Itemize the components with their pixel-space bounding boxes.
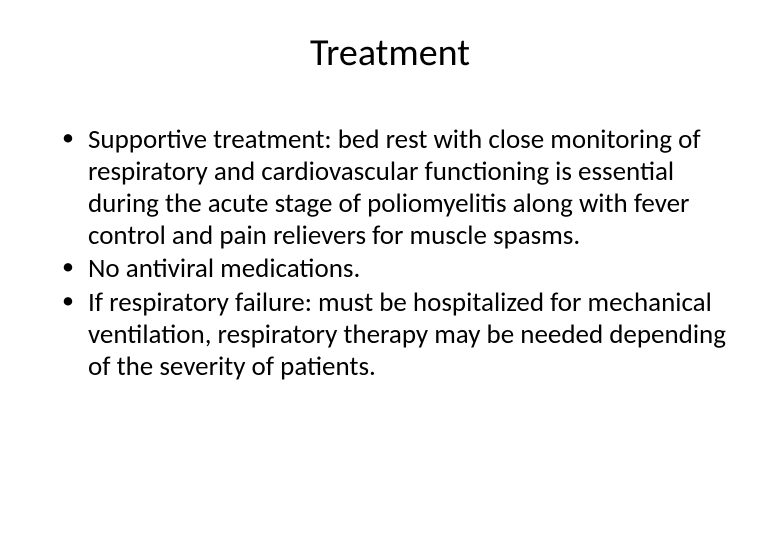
bullet-list: Supportive treatment: bed rest with clos… bbox=[60, 124, 732, 383]
list-item: If respiratory failure: must be hospital… bbox=[60, 287, 732, 383]
list-item: Supportive treatment: bed rest with clos… bbox=[60, 124, 732, 251]
slide-content: Supportive treatment: bed rest with clos… bbox=[48, 124, 732, 383]
list-item: No antiviral medications. bbox=[60, 253, 732, 285]
slide-container: Treatment Supportive treatment: bed rest… bbox=[0, 0, 780, 540]
slide-title: Treatment bbox=[48, 30, 732, 76]
